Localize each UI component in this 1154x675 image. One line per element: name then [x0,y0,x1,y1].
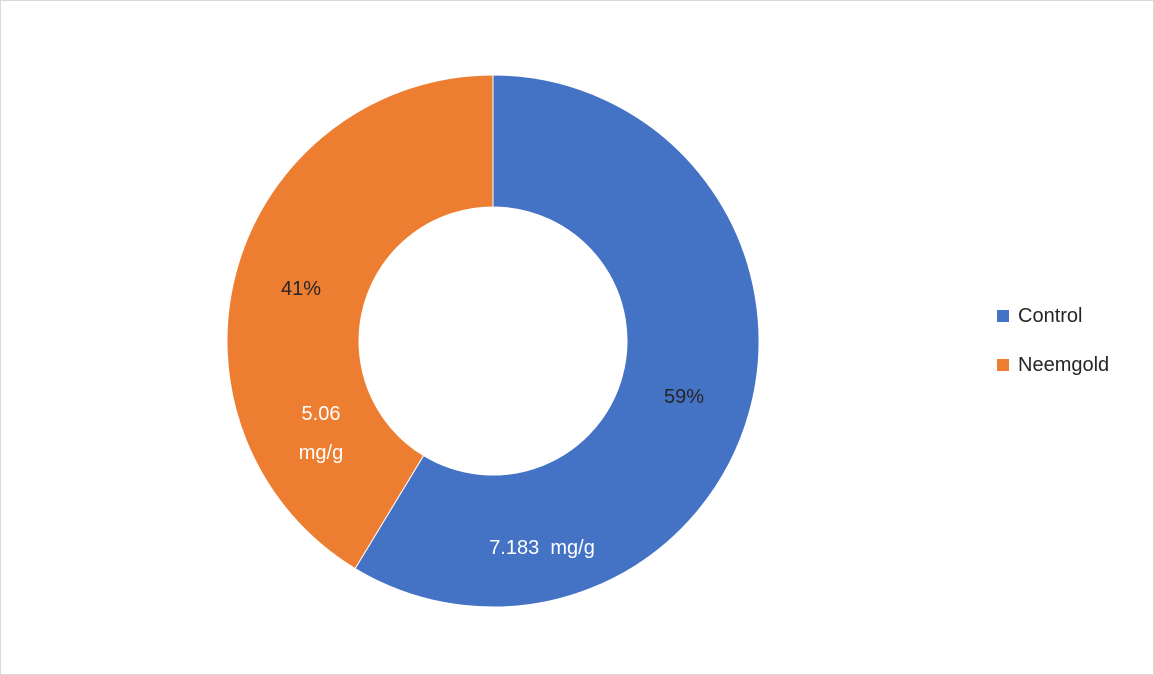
control-percent-label: 59% [664,386,704,408]
legend: Control Neemgold [997,301,1109,399]
donut-slice-neemgold [226,74,494,570]
legend-label-neemgold: Neemgold [1018,353,1110,376]
slices-layer [226,74,760,608]
control-value-label: 7.183 mg/g [489,537,595,559]
legend-swatch-control [997,310,1009,322]
legend-swatch-neemgold [997,359,1009,371]
neemgold-value-label-line-2: mg/g [299,442,343,464]
donut-slice-control [354,74,760,608]
neemgold-value-label-line-1: 5.06 [302,403,341,425]
neemgold-percent-label: 41% [281,278,321,300]
legend-item-neemgold: Neemgold [997,350,1109,380]
legend-item-control: Control [997,301,1109,331]
legend-label-control: Control [1018,304,1083,327]
